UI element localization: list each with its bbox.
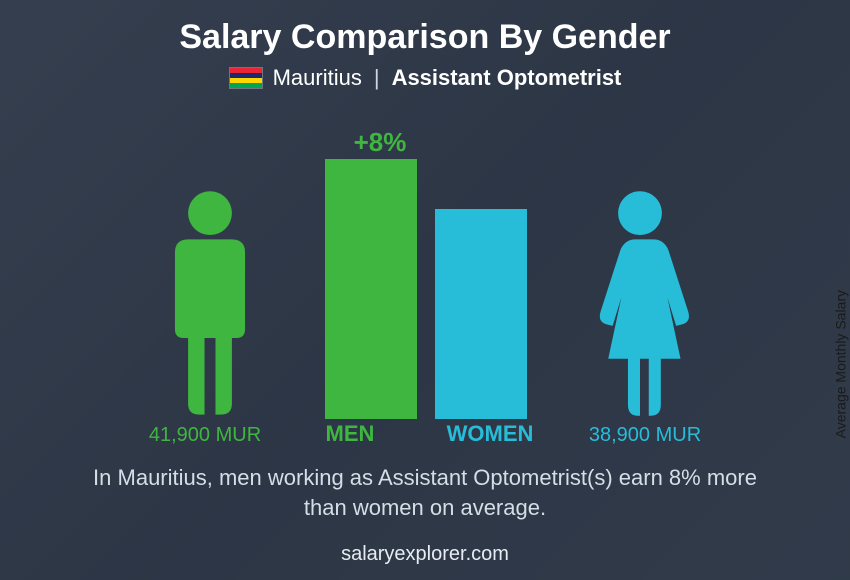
percent-difference-label: +8% <box>320 127 440 158</box>
female-figure-icon <box>585 189 695 419</box>
side-axis-label: Average Monthly Salary <box>832 290 848 438</box>
men-bar <box>325 159 417 419</box>
country-label: Mauritius <box>273 65 362 91</box>
male-figure-icon <box>155 189 265 419</box>
description-text: In Mauritius, men working as Assistant O… <box>70 463 780 522</box>
women-bar-label: WOMEN <box>430 421 550 447</box>
flag-stripe-4 <box>230 83 262 88</box>
subtitle-row: Mauritius | Assistant Optometrist <box>0 65 850 91</box>
flag-icon <box>229 67 263 89</box>
footer-source: salaryexplorer.com <box>0 543 850 566</box>
women-bar <box>435 209 527 419</box>
men-salary-label: 41,900 MUR <box>125 424 285 447</box>
separator: | <box>374 65 380 91</box>
page-title: Salary Comparison By Gender <box>0 0 850 57</box>
chart-area: +8% 41,900 MUR MEN WOMEN 38,900 MUR <box>145 109 705 449</box>
women-salary-label: 38,900 MUR <box>565 424 725 447</box>
job-title: Assistant Optometrist <box>392 65 622 91</box>
men-bar-label: MEN <box>290 421 410 447</box>
